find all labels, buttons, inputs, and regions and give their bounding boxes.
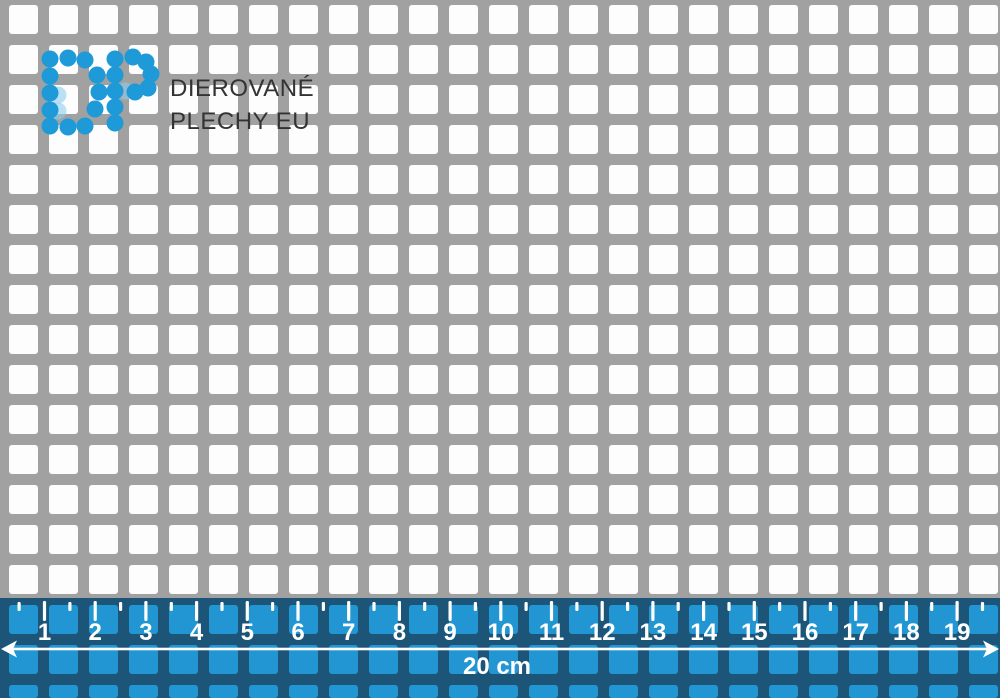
svg-text:11: 11 (539, 619, 564, 646)
ruler-band-squares (9, 605, 998, 698)
dp-logo-mark (41, 48, 160, 136)
hole-pattern (9, 5, 998, 594)
svg-text:19: 19 (944, 619, 971, 646)
brand-line-1: DIEROVANÉ (170, 75, 315, 102)
svg-text:7: 7 (342, 619, 355, 646)
svg-text:18: 18 (893, 619, 920, 646)
svg-text:6: 6 (291, 619, 304, 646)
svg-text:12: 12 (589, 619, 616, 646)
ruler-numbers: 1 2 3 4 5 6 7 8 9 10 11 12 13 14 15 16 17 18 19 (38, 619, 971, 646)
svg-text:3: 3 (139, 619, 152, 646)
brand-line-2: PLECHY EU (170, 108, 311, 135)
svg-text:14: 14 (690, 619, 717, 646)
ruler-ticks (17, 601, 985, 621)
svg-text:1: 1 (38, 619, 51, 646)
ruler-total-label: 20 cm (463, 653, 531, 680)
svg-text:17: 17 (842, 619, 869, 646)
svg-text:2: 2 (89, 619, 102, 646)
svg-text:8: 8 (393, 619, 406, 646)
svg-text:9: 9 (443, 619, 456, 646)
svg-text:5: 5 (241, 619, 254, 646)
svg-text:4: 4 (190, 619, 204, 646)
brand-text: DIEROVANÉ PLECHY EU (170, 72, 314, 138)
svg-text:10: 10 (487, 619, 514, 646)
measure-arrow (1, 640, 999, 658)
svg-text:13: 13 (640, 619, 667, 646)
svg-text:15: 15 (741, 619, 768, 646)
svg-text:16: 16 (792, 619, 819, 646)
brand-logo: DIEROVANÉ PLECHY EU (36, 42, 336, 152)
dp-logo-dots (41, 48, 160, 136)
